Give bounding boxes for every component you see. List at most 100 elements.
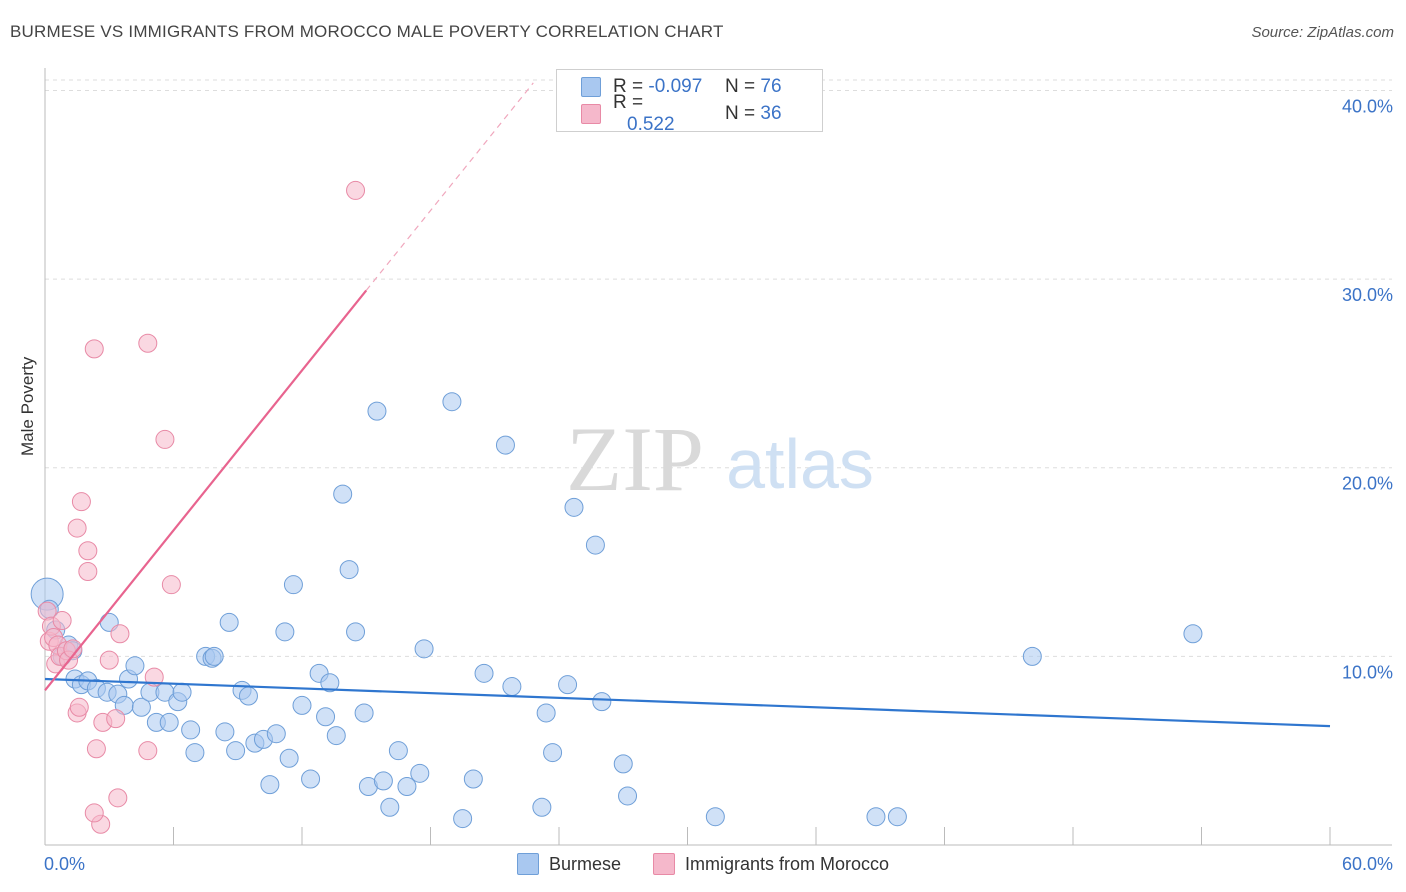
stats-legend: R = -0.097 N = 76 R = 0.522 N = 36 [556,69,823,135]
y-tick-label: 40.0% [1342,96,1393,116]
burmese-point [502,677,522,697]
burmese-point [125,656,145,676]
burmese-point [238,686,258,706]
burmese-point [543,743,563,763]
burmese-point [1183,624,1203,644]
legend-item-burmese[interactable]: Burmese [516,853,621,875]
morocco-point [67,518,87,538]
regression-lines [44,82,1331,728]
morocco-point [78,541,98,561]
burmese-point [131,697,151,717]
morocco-point [161,575,181,595]
burmese-point [558,675,578,695]
legend-item-morocco[interactable]: Immigrants from Morocco [652,853,890,875]
legend-swatch-burmese [516,853,539,875]
morocco-point [63,639,83,659]
burmese-point [204,646,224,666]
burmese-trend-line [44,677,1331,728]
burmese-point [380,797,400,817]
morocco-point [78,561,98,581]
burmese-point [326,726,346,746]
burmese-point [442,392,462,412]
tick-labels: 10.0% 20.0% 30.0% 40.0% 0.0% 60.0% [44,96,1393,874]
chart-title: BURMESE VS IMMIGRANTS FROM MOROCCO MALE … [10,22,724,41]
morocco-trend-line [44,289,368,692]
r-value: -0.097 [648,76,703,97]
burmese-point [301,769,321,789]
morocco-point [108,788,128,808]
y-axis-title: Male Poverty [18,356,37,456]
r-label: R = [613,76,644,97]
burmese-point [592,692,612,712]
burmese-point [463,769,483,789]
burmese-point [397,777,417,797]
axes [44,68,1392,846]
burmese-point [495,435,515,455]
burmese-point [339,560,359,580]
watermark-zip: ZIP [566,408,704,510]
source-label: Source: ZipAtlas.com [1251,24,1394,41]
burmese-point [275,622,295,642]
burmese-point [185,743,205,763]
legend-swatch-morocco [652,853,675,875]
morocco-point [84,339,104,359]
morocco-point [69,697,89,717]
y-tick-label: 10.0% [1342,662,1393,682]
burmese-point [283,575,303,595]
y-tick-label: 20.0% [1342,474,1393,494]
morocco-point [144,667,164,687]
series-legend: Burmese Immigrants from Morocco [0,852,1406,876]
burmese-point [260,775,280,795]
burmese-point [333,484,353,504]
morocco-point [155,429,175,449]
morocco-point [346,180,366,200]
morocco-trend-extension [365,82,534,291]
burmese-point [320,673,340,693]
burmese-point [585,535,605,555]
n-label: N = [725,76,756,97]
burmese-point [215,722,235,742]
x-tick-label-min: 0.0% [44,854,85,874]
morocco-point [71,492,91,512]
r-label: R = [613,92,644,113]
burmese-point [414,639,434,659]
burmese-point [618,786,638,806]
y-tick-label: 30.0% [1342,285,1393,305]
morocco-points [37,180,366,834]
burmese-point [866,807,886,827]
n-label: N = [725,103,756,124]
burmese-point [705,807,725,827]
burmese-point [346,622,366,642]
burmese-point [172,682,192,702]
burmese-point [292,695,312,715]
morocco-point [110,624,130,644]
burmese-point [1022,646,1042,666]
morocco-point [99,650,119,670]
watermark-atlas: atlas [726,425,874,503]
burmese-point [181,720,201,740]
burmese-point [410,763,430,783]
n-value: 76 [760,76,782,97]
burmese-point [219,612,239,632]
morocco-point [138,741,158,761]
morocco-point [106,709,126,729]
morocco-point [84,803,104,823]
burmese-point [367,401,387,421]
morocco-point [138,333,158,353]
legend-label-morocco: Immigrants from Morocco [684,853,890,874]
burmese-point [887,807,907,827]
x-tick-label-max: 60.0% [1342,854,1393,874]
burmese-point [388,741,408,761]
burmese-point [613,754,633,774]
burmese-point [532,797,552,817]
stats-row-burmese: R = -0.097 N = 76 [581,76,782,98]
burmese-point [159,712,179,732]
burmese-point [226,741,246,761]
morocco-point [52,611,72,631]
morocco-point [86,739,106,759]
n-value: 36 [760,103,782,124]
r-value: 0.522 [627,114,675,135]
watermark: ZIP atlas [566,408,874,510]
burmese-point [279,748,299,768]
